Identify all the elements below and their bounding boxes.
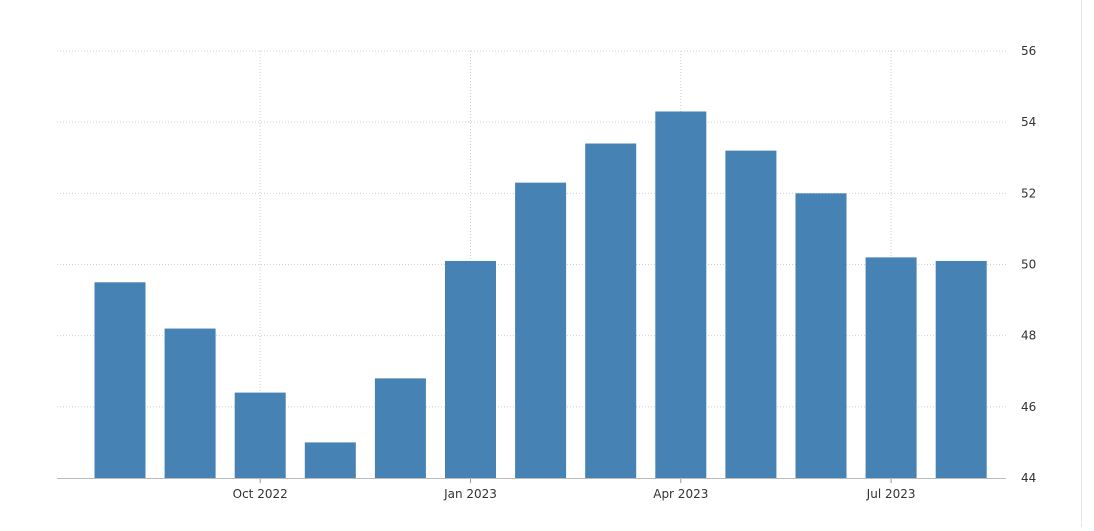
y-tick-label: 52 [1021,186,1036,200]
y-tick-label: 44 [1021,471,1036,485]
bar[interactable] [725,150,777,478]
bar[interactable] [304,442,356,478]
x-tick-label: Jul 2023 [866,487,916,501]
y-tick-label: 56 [1021,44,1036,58]
bar[interactable] [374,378,426,478]
bar[interactable] [234,392,286,478]
bar[interactable] [865,257,917,478]
x-axis-tick-labels: Oct 2022 Jan 2023 Apr 2023 Jul 2023 [233,487,916,501]
bar[interactable] [445,260,496,478]
y-axis-tick-labels: 44 46 48 50 52 54 56 [1021,44,1036,485]
bar[interactable] [164,328,216,478]
y-tick-label: 50 [1021,258,1036,272]
frame-border [1081,0,1082,527]
bar[interactable] [515,182,567,479]
bar[interactable] [655,111,707,478]
x-tick-label: Jan 2023 [443,487,497,501]
y-tick-label: 48 [1021,329,1036,343]
x-tick-label: Apr 2023 [653,487,708,501]
bar[interactable] [585,143,637,478]
bar-series [94,111,987,479]
x-tick-label: Oct 2022 [233,487,288,501]
bar[interactable] [795,193,847,479]
y-tick-label: 54 [1021,115,1036,129]
bar[interactable] [94,282,146,478]
y-tick-label: 46 [1021,400,1036,414]
bar[interactable] [935,260,987,478]
